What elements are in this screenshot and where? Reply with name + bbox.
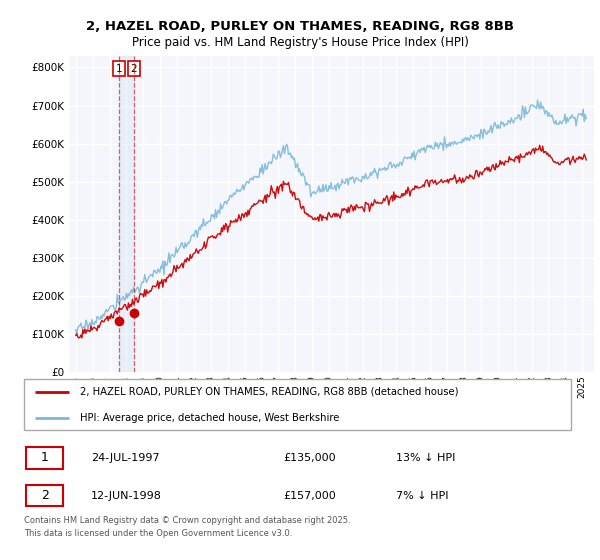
Text: £157,000: £157,000 <box>283 491 336 501</box>
Text: HPI: Average price, detached house, West Berkshire: HPI: Average price, detached house, West… <box>80 413 340 423</box>
Text: Contains HM Land Registry data © Crown copyright and database right 2025.
This d: Contains HM Land Registry data © Crown c… <box>23 516 350 538</box>
Text: 2, HAZEL ROAD, PURLEY ON THAMES, READING, RG8 8BB: 2, HAZEL ROAD, PURLEY ON THAMES, READING… <box>86 20 514 32</box>
FancyBboxPatch shape <box>23 379 571 431</box>
Text: 1: 1 <box>115 64 122 74</box>
Text: 1: 1 <box>41 451 49 464</box>
Text: 24-JUL-1997: 24-JUL-1997 <box>91 453 160 463</box>
FancyBboxPatch shape <box>26 447 63 469</box>
Text: 2: 2 <box>131 64 137 74</box>
Text: 2, HAZEL ROAD, PURLEY ON THAMES, READING, RG8 8BB (detached house): 2, HAZEL ROAD, PURLEY ON THAMES, READING… <box>80 386 458 396</box>
FancyBboxPatch shape <box>26 485 63 506</box>
Text: Price paid vs. HM Land Registry's House Price Index (HPI): Price paid vs. HM Land Registry's House … <box>131 36 469 49</box>
Text: £135,000: £135,000 <box>283 453 336 463</box>
Text: 2: 2 <box>41 489 49 502</box>
Text: 13% ↓ HPI: 13% ↓ HPI <box>396 453 455 463</box>
Text: 7% ↓ HPI: 7% ↓ HPI <box>396 491 448 501</box>
Text: 12-JUN-1998: 12-JUN-1998 <box>91 491 162 501</box>
Bar <box>119 56 134 372</box>
